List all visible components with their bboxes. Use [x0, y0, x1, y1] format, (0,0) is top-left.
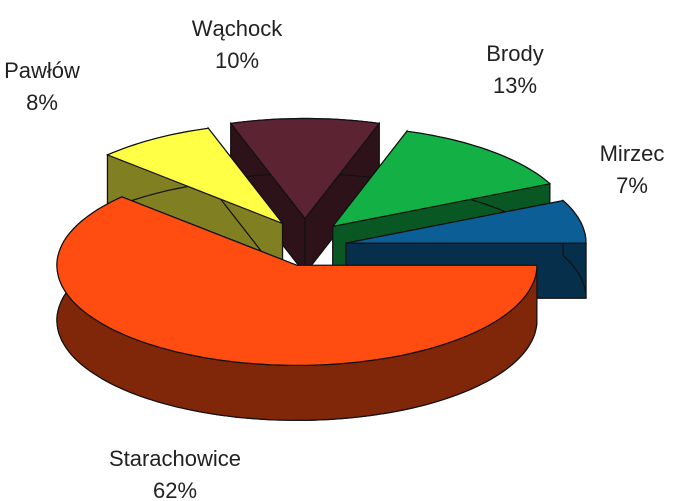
- value-label: 8%: [26, 90, 58, 115]
- slice-label: Wąchock: [192, 16, 283, 41]
- value-label: 10%: [215, 48, 259, 73]
- pie-slice: [56, 195, 538, 421]
- slice-label: Starachowice: [109, 446, 241, 471]
- slice-label: Brody: [486, 41, 543, 66]
- value-label: 62%: [153, 478, 197, 501]
- value-label: 7%: [616, 173, 648, 198]
- slice-top: [105, 127, 285, 225]
- pie-slice: [229, 117, 381, 276]
- slice-top: [56, 196, 538, 366]
- value-label: 13%: [493, 73, 537, 98]
- slice-label: Pawłów: [4, 58, 80, 83]
- slice-top: [345, 199, 587, 244]
- slice-top: [229, 117, 381, 220]
- slice-top: [331, 130, 552, 228]
- slice-label: Mirzec: [600, 141, 665, 166]
